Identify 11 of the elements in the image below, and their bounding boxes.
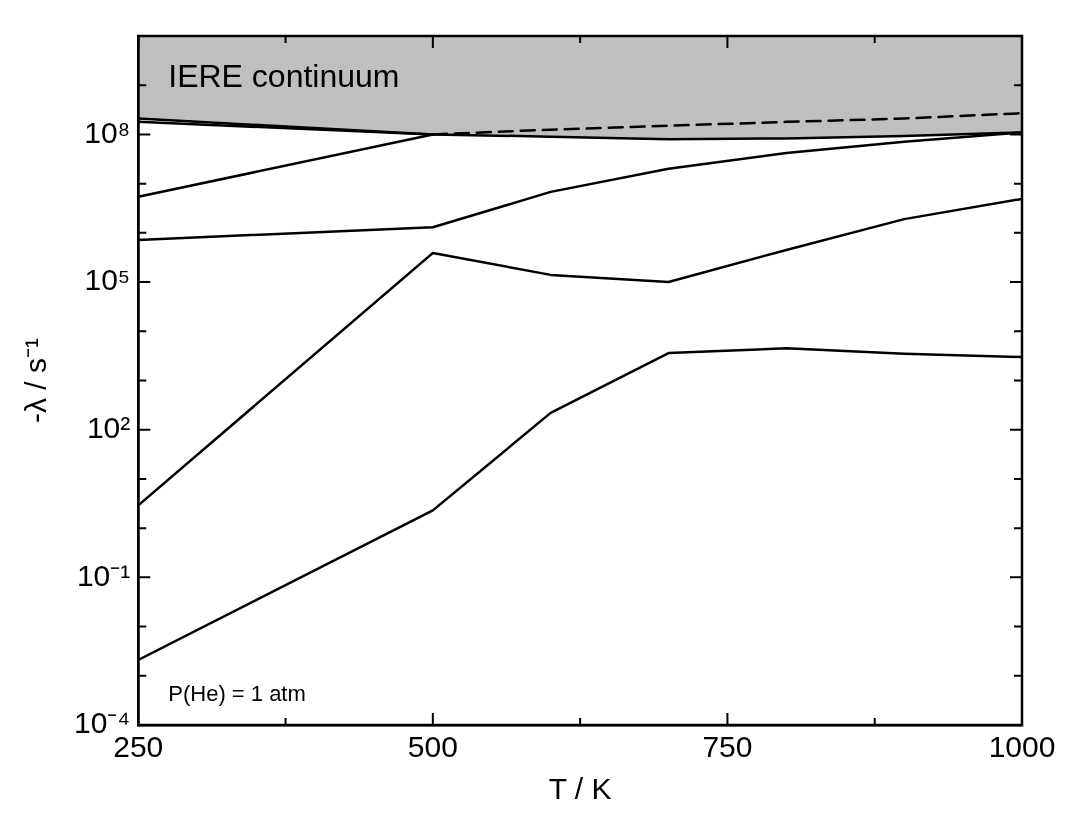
y-tick-label: 10² bbox=[86, 410, 131, 444]
y-tick-label: 10⁸ bbox=[84, 115, 131, 149]
y-tick-label: 10⁵ bbox=[84, 263, 131, 297]
annotation: P(He) = 1 atm bbox=[168, 681, 306, 707]
x-tick-label: 1000 bbox=[988, 730, 1056, 764]
x-axis-title: T / K bbox=[548, 772, 612, 806]
x-tick-label: 750 bbox=[702, 730, 753, 764]
x-tick-label: 500 bbox=[407, 730, 458, 764]
y-tick-label: 10⁻¹ bbox=[76, 558, 131, 592]
y-axis-title: -λ / s⁻¹ bbox=[19, 338, 53, 423]
annotation: IERE continuum bbox=[168, 57, 400, 94]
